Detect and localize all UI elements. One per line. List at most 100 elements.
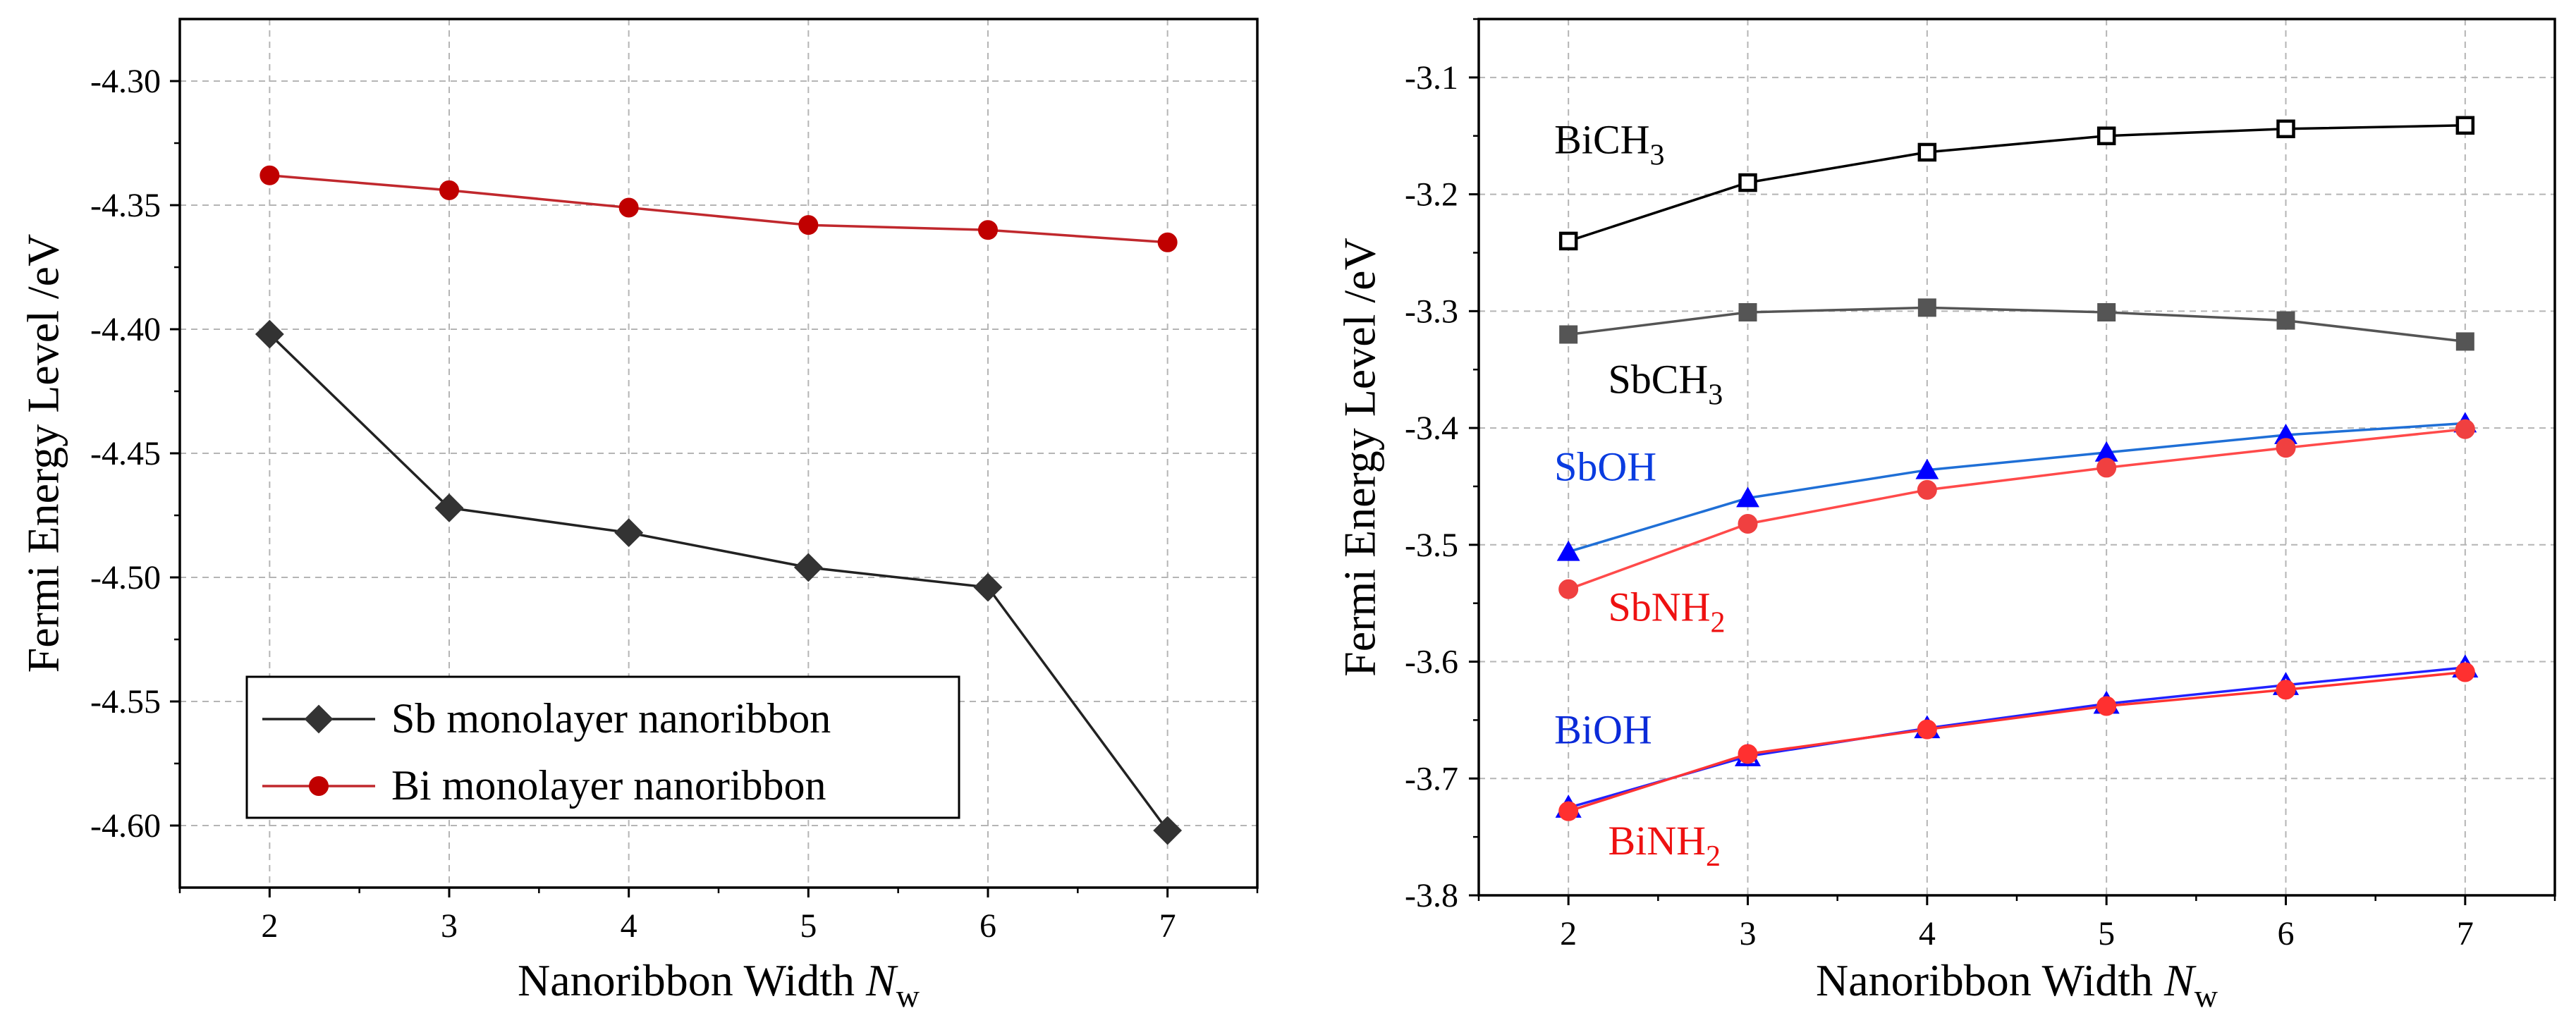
legend-box [245,675,960,819]
right-y-tick-label: -3.1 [1405,59,1458,97]
right-data-point [2455,116,2475,135]
left-data-point [1153,816,1183,845]
right-data-point [2455,662,2475,682]
legend-marker [304,704,334,734]
legend-item: Bi monolayer nanoribbon [262,762,826,809]
right-data-point [1736,486,1759,508]
left-data-point [973,572,1003,602]
right-data-point [1917,142,1937,162]
right-series-label: BiCH3 [1554,117,1664,172]
legend-label: Sb monolayer nanoribbon [391,695,831,742]
left-data-point [439,180,459,200]
legend-marker [309,776,329,796]
series-label-main: BiCH [1554,117,1649,163]
left-x-tick-label: 3 [441,907,458,945]
left-chart-panel: 2 3 4 5 6 7 -4.30 -4.35 -4.40 -4.45 -4.50 -4.55 -4.6… [18,18,1259,1014]
right-data-point [1558,801,1579,821]
right-x-tick-label: 6 [2278,915,2295,952]
right-data-point [1559,325,1578,344]
right-data-point [2096,126,2116,145]
right-series-line [1568,427,2465,591]
right-series-binh2: BiNH2 [1558,662,2475,873]
right-x-axis-label: Nanoribbon Width Nw [1816,955,2218,1014]
right-data-point [1738,513,1758,534]
right-series-sbch3: SbCH3 [1559,298,2474,411]
right-y-axis-label: Fermi Energy Level /eV [1335,238,1385,677]
right-y-tick-label: -3.8 [1405,877,1458,914]
right-data-point [1738,173,1757,192]
right-series-label: SbCH3 [1608,356,1723,411]
legend-item: Sb monolayer nanoribbon [262,695,831,742]
right-data-point [2455,332,2474,351]
series-label-main: BiOH [1554,707,1652,753]
left-data-point [1157,232,1178,252]
left-data-point [978,220,998,240]
legend-label: Bi monolayer nanoribbon [391,762,826,809]
right-data-point [2276,438,2296,458]
right-x-tick-label: 2 [1560,915,1577,952]
left-x-tick-label: 7 [1159,907,1176,945]
left-data-point [255,319,284,349]
right-data-point [2097,302,2116,321]
series-label-main: SbNH [1608,584,1710,630]
right-y-tick-label: -3.5 [1405,527,1458,564]
right-series-bich3: BiCH3 [1554,116,2475,251]
left-y-tick-label: -4.30 [90,63,161,100]
series-label-main: SbCH [1608,356,1708,402]
left-data-point [614,518,644,548]
right-data-point [1917,298,1936,317]
right-data-point [2096,458,2117,478]
right-data-point [1917,719,1937,740]
right-y-tick-label: -3.3 [1405,293,1458,330]
left-x-axis: 2 3 4 5 6 7 [178,888,1259,945]
left-y-tick-label: -4.60 [90,807,161,845]
right-series-label: BiNH2 [1608,818,1721,873]
left-y-axis: -4.30 -4.35 -4.40 -4.45 -4.50 -4.55 -4.60 [90,63,180,845]
x-axis-label-text: Nanoribbon Width [518,955,866,1005]
right-data-point [1915,458,1939,479]
right-data-point [2276,119,2295,139]
left-x-tick-label: 5 [800,907,817,945]
series-label-main: SbOH [1554,444,1656,490]
left-data-point [618,197,639,218]
left-data-point [798,215,819,235]
left-y-tick-label: -4.35 [90,187,161,224]
right-series-label: SbOH [1554,444,1656,490]
right-series-line [1568,306,2466,343]
right-x-tick-label: 5 [2098,915,2115,952]
right-x-tick-label: 7 [2457,915,2474,952]
right-data-point [1738,302,1757,321]
x-axis-label-variable: N [2163,955,2197,1005]
right-x-tick-label: 3 [1740,915,1757,952]
x-axis-label-subscript: w [2195,978,2218,1014]
left-x-tick-label: 6 [979,907,996,945]
series-label-subscript: 3 [1708,379,1723,411]
x-axis-label-subscript: w [896,978,920,1014]
left-y-axis-label: Fermi Energy Level /eV [18,234,68,673]
right-data-point [1738,744,1758,764]
left-data-point [260,165,280,185]
series-label-subscript: 2 [1706,840,1721,873]
right-series-line [1568,670,2465,813]
right-series-line [1568,422,2465,553]
left-x-tick-label: 4 [621,907,637,945]
x-axis-label-variable: N [865,955,898,1005]
right-series-line [1568,666,2465,809]
left-y-tick-label: -4.55 [90,683,161,720]
left-x-axis-label: Nanoribbon Width Nw [518,955,920,1014]
left-data-point [434,493,464,522]
right-data-point [1917,479,1937,500]
right-series-label: BiOH [1554,707,1652,753]
right-series-label: SbNH2 [1608,584,1725,639]
right-series-line [1568,124,2465,243]
right-x-tick-label: 4 [1919,915,1936,952]
right-data-point [1556,540,1580,561]
right-series-sbnh2: SbNH2 [1558,419,2475,639]
right-data-point [1558,579,1579,599]
right-series-sboh: SbOH [1554,412,2477,561]
right-data-point [2276,680,2296,700]
right-y-tick-label: -3.7 [1405,760,1458,797]
right-y-axis: -3.1 -3.2 -3.3 -3.4 -3.5 -3.6 -3.7 -3.8 [1405,18,1479,914]
